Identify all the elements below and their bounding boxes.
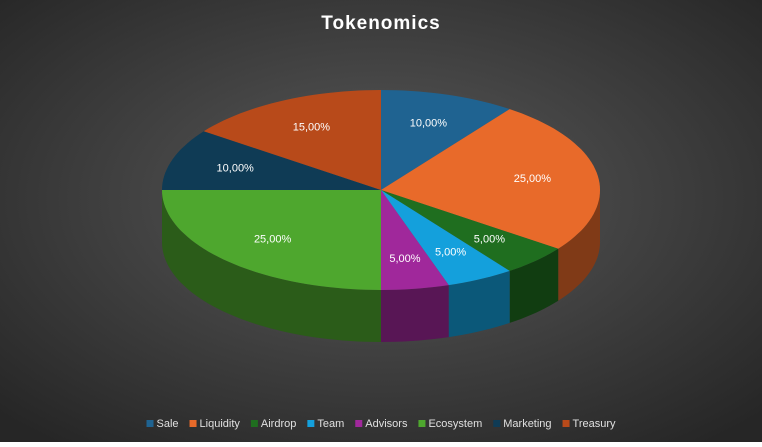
legend: Sale Liquidity Airdrop Team Advisors Ecosyste… (146, 418, 616, 430)
legend-label: Ecosystem (428, 418, 482, 430)
slice-top (162, 131, 381, 190)
legend-swatch (146, 420, 154, 427)
legend-swatch (562, 420, 570, 427)
slice (162, 190, 381, 342)
slice (203, 90, 381, 190)
legend-swatch (189, 420, 197, 427)
slice-side (448, 270, 510, 338)
chart-title: Tokenomics (321, 13, 440, 34)
legend-swatch (418, 420, 426, 427)
legend-label: Liquidity (200, 418, 241, 430)
slice-top (381, 90, 510, 190)
data-label: 10,00% (410, 117, 448, 129)
slice-top (381, 190, 559, 271)
data-label: 25,00% (514, 173, 552, 185)
legend-label: Sale (157, 418, 179, 430)
slice-side (162, 190, 381, 342)
slice-side (509, 248, 559, 323)
slice (381, 190, 559, 323)
data-label: 15,00% (293, 122, 331, 134)
legend-label: Airdrop (261, 418, 296, 430)
slice-top (381, 190, 510, 286)
slice (381, 190, 510, 338)
slice (381, 190, 449, 342)
slice-top (381, 109, 600, 249)
data-label: 5,00% (435, 246, 466, 258)
data-label: 5,00% (474, 233, 505, 245)
slice (381, 90, 510, 190)
legend-label: Marketing (503, 418, 551, 430)
data-label: 5,00% (389, 253, 420, 265)
slice (162, 131, 381, 190)
slice (381, 109, 600, 301)
legend-label: Treasury (573, 418, 616, 430)
slice-top (381, 190, 449, 290)
data-label: 25,00% (254, 233, 292, 245)
legend-swatch (355, 420, 363, 427)
legend-swatch (307, 420, 315, 427)
data-label: 10,00% (217, 162, 255, 174)
legend-label: Advisors (365, 418, 408, 430)
legend-label: Team (317, 418, 344, 430)
legend-swatch (493, 420, 501, 427)
slice-top (162, 190, 381, 290)
slice-side (381, 285, 449, 342)
slice-top (203, 90, 381, 190)
slice-side (558, 190, 600, 301)
legend-swatch (250, 420, 258, 427)
